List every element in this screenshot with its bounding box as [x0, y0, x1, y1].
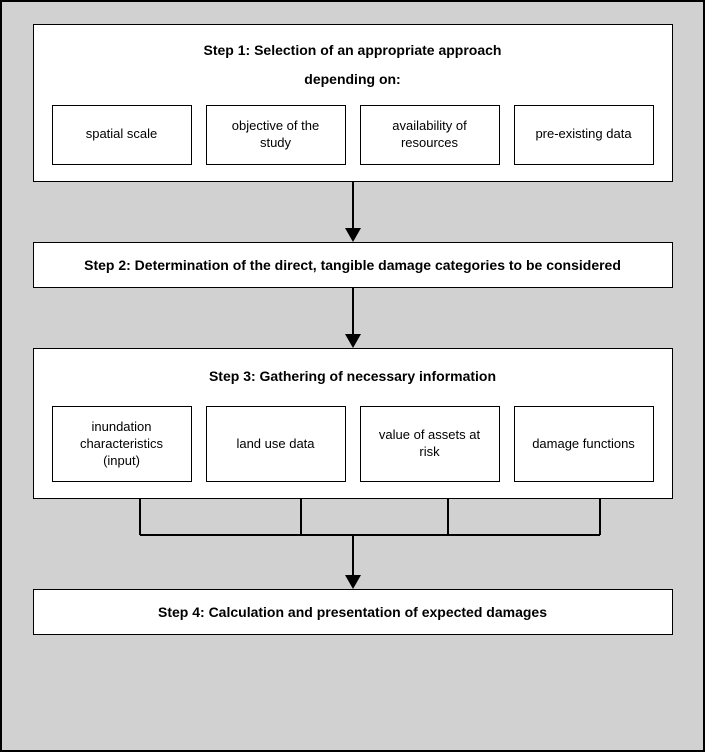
step3-box: Step 3: Gathering of necessary informati…: [33, 348, 673, 500]
step3-subrow: inundation characteristics (input) land …: [52, 406, 654, 482]
arrow-head-icon: [345, 228, 361, 242]
step4-box: Step 4: Calculation and presentation of …: [33, 589, 673, 635]
step3-title: Step 3: Gathering of necessary informati…: [209, 367, 496, 387]
step3-sub-landuse: land use data: [206, 406, 346, 482]
arrow-stem-icon: [352, 288, 354, 334]
step1-sub-objective: objective of the study: [206, 105, 346, 165]
step1-box: Step 1: Selection of an appropriate appr…: [33, 24, 673, 182]
arrow-step1-step2: [33, 182, 673, 242]
step3-sub-damage: damage functions: [514, 406, 654, 482]
step1-sub-availability: availability of resources: [360, 105, 500, 165]
step1-subtitle: depending on:: [304, 71, 400, 87]
step1-title: Step 1: Selection of an appropriate appr…: [204, 41, 502, 61]
step1-subrow: spatial scale objective of the study ava…: [52, 105, 654, 165]
arrow-head-icon: [345, 334, 361, 348]
arrow-stem-icon: [352, 182, 354, 228]
merge-connector: [33, 499, 673, 589]
step3-sub-inundation: inundation characteristics (input): [52, 406, 192, 482]
step2-title: Step 2: Determination of the direct, tan…: [84, 257, 621, 273]
step2-box: Step 2: Determination of the direct, tan…: [33, 242, 673, 288]
step1-sub-preexisting: pre-existing data: [514, 105, 654, 165]
step1-sub-spatial-scale: spatial scale: [52, 105, 192, 165]
step4-title: Step 4: Calculation and presentation of …: [158, 604, 547, 620]
diagram-outer: Step 1: Selection of an appropriate appr…: [0, 0, 705, 752]
merge-connector-icon: [33, 499, 673, 589]
step3-sub-value: value of assets at risk: [360, 406, 500, 482]
arrow-step2-step3: [33, 288, 673, 348]
